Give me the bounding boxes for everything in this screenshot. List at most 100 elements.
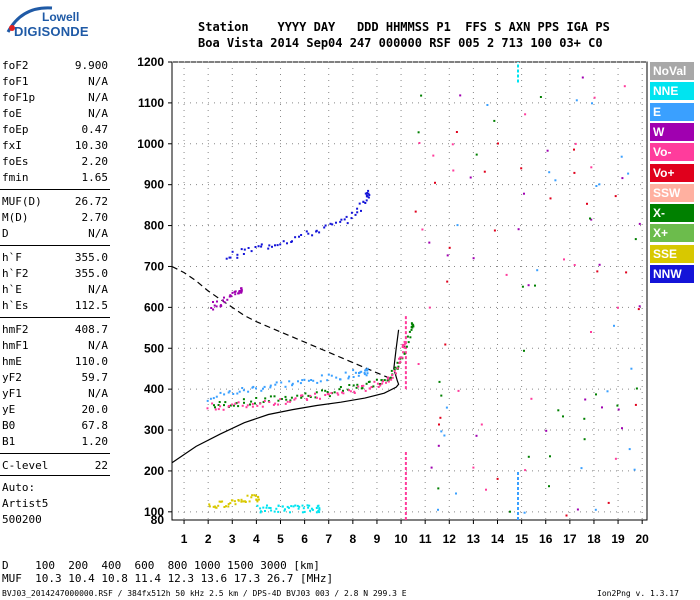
data-point-nnw (307, 232, 310, 235)
data-point-vominus (309, 394, 312, 397)
data-point-vominus (326, 392, 329, 395)
param-fof2: foF2 9.900 (2, 58, 108, 74)
data-point-vominus (214, 408, 217, 411)
x-tick-label: 2 (205, 532, 212, 546)
data-point-vominus (357, 385, 360, 388)
data-point-nne (315, 507, 318, 509)
data-point-e (236, 392, 239, 395)
noise-point (417, 131, 420, 134)
data-point-nnw (257, 245, 260, 248)
data-point-nnw (242, 253, 245, 255)
noise-point (630, 367, 633, 370)
data-point-xminus (372, 385, 375, 388)
data-point-nne (273, 510, 276, 513)
data-point-xminus (407, 341, 410, 344)
data-point-e (360, 370, 363, 373)
data-point-nne (264, 510, 266, 512)
data-point-vominus (387, 380, 390, 383)
param-name: foEs (2, 155, 29, 168)
data-point-vominus (206, 407, 209, 410)
data-point-vominus (217, 408, 220, 411)
data-point-e (352, 369, 355, 372)
param-ye: yE 20.0 (2, 402, 108, 418)
noise-point (475, 434, 478, 437)
x-tick-label: 17 (563, 532, 577, 546)
param-fmin: fmin 1.65 (2, 170, 108, 186)
x-tick-label: 16 (539, 532, 553, 546)
data-point-sse (250, 496, 253, 499)
y-tick-label: 300 (144, 423, 164, 437)
data-point-xminus (389, 376, 392, 379)
y-tick-label: 100 (144, 505, 164, 519)
noise-point (497, 142, 499, 145)
noise-point (523, 192, 525, 195)
plot-frame (171, 61, 648, 521)
param-name: h`Es (2, 299, 29, 312)
noise-point (437, 508, 439, 511)
data-point-nnw (323, 226, 326, 229)
noise-point (438, 423, 440, 426)
param-name: hmE (2, 355, 22, 368)
data-point-w (240, 290, 243, 293)
data-point-e (212, 397, 215, 400)
noise-point (594, 508, 597, 511)
data-point-vominus (315, 396, 318, 399)
data-point-sse (217, 504, 220, 507)
x-tick-label: 19 (611, 532, 625, 546)
data-point-nne (298, 505, 301, 508)
data-point-e (215, 395, 218, 398)
data-point-e (228, 390, 231, 393)
data-point-xminus (409, 336, 412, 339)
data-point-nnw (231, 250, 234, 253)
data-point-xminus (406, 335, 409, 338)
data-point-xminus (250, 400, 253, 403)
data-point-vominus (251, 403, 254, 405)
data-point-vominus (387, 376, 390, 379)
param-b0: B0 67.8 (2, 418, 108, 434)
noise-point (446, 254, 449, 257)
x-tick-label: 5 (277, 532, 284, 546)
data-point-xminus (284, 395, 287, 398)
param-separator (0, 245, 110, 246)
data-point-vominus (341, 391, 343, 394)
data-point-vominus (274, 402, 277, 405)
noise-point (616, 404, 619, 407)
data-point-xminus (348, 384, 351, 386)
data-point-sse (253, 494, 256, 497)
data-point-w (233, 290, 236, 293)
data-point-xminus (410, 328, 413, 331)
param-separator (0, 453, 110, 454)
data-point-nnw (286, 242, 288, 245)
data-point-sse (227, 503, 230, 506)
data-point-vominus (379, 384, 382, 387)
data-point-xminus (412, 324, 415, 327)
data-point-nnw (366, 192, 369, 194)
data-point-vominus (256, 404, 259, 407)
data-point-xminus (249, 403, 251, 406)
y-tick-label: 600 (144, 300, 164, 314)
data-point-vominus (277, 403, 280, 406)
param-name: B0 (2, 419, 16, 432)
noise-point (527, 455, 530, 458)
data-point-xminus (396, 361, 399, 364)
data-point-e (297, 380, 299, 383)
param-value: N/A (88, 75, 108, 88)
noise-point (586, 202, 588, 205)
param-hmf2: hmF2 408.7 (2, 322, 108, 338)
noise-point (414, 210, 417, 213)
data-point-nnw (367, 189, 370, 192)
data-point-w (231, 291, 234, 294)
data-point-e (366, 367, 369, 370)
param-value: 22 (94, 459, 108, 472)
noise-point (617, 408, 620, 411)
data-point-nne (318, 511, 321, 514)
param-value: 355.0 (74, 251, 108, 264)
param-b1: B1 1.20 (2, 434, 108, 450)
data-point-nnw (365, 195, 368, 198)
footer-file-info: BVJ03_2014247000000.RSF / 384fx512h 50 k… (2, 589, 407, 598)
x-tick-label: 13 (467, 532, 481, 546)
data-point-xminus (383, 379, 386, 382)
data-point-e (227, 391, 230, 394)
noise-point (548, 485, 550, 488)
noise-point (574, 142, 577, 145)
